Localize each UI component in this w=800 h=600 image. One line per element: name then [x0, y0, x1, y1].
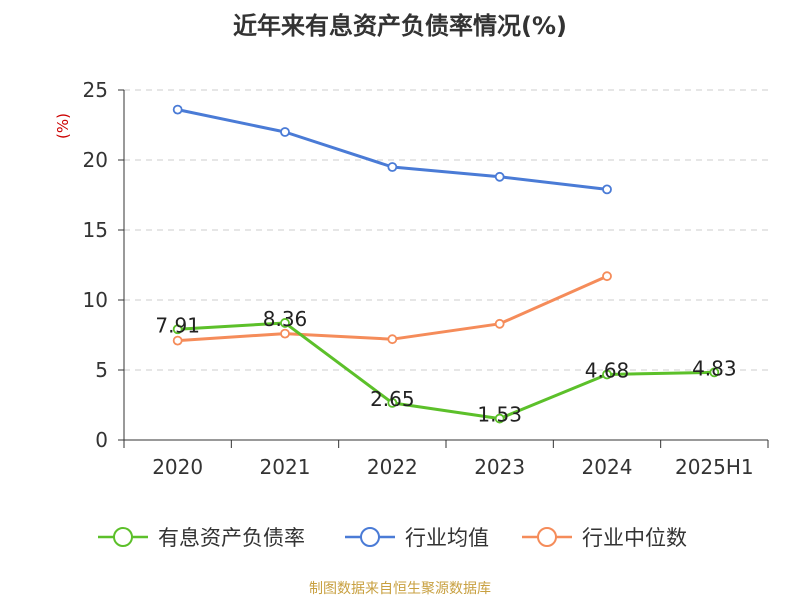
data-label: 8.36: [263, 307, 308, 331]
source-note: 制图数据来自恒生聚源数据库: [309, 581, 491, 597]
data-label: 4.68: [585, 358, 630, 382]
series-line: [177, 321, 715, 421]
y-axis-label: (%): [54, 113, 72, 139]
legend-marker: [537, 527, 557, 547]
data-point: [172, 324, 183, 335]
data-label: 7.91: [155, 313, 200, 337]
legend-label: 行业均值: [405, 526, 489, 550]
data-point: [494, 413, 505, 424]
data-point: [280, 127, 290, 137]
data-label: 1.53: [477, 403, 522, 427]
y-tick-label: 20: [83, 148, 108, 172]
data-point: [494, 171, 505, 182]
data-point: [602, 184, 612, 195]
data-point: [387, 334, 398, 345]
data-point: [172, 335, 183, 346]
x-tick-label: 2022: [367, 455, 418, 479]
data-point: [387, 397, 398, 408]
x-tick-label: 2024: [582, 455, 633, 479]
data-point: [280, 318, 290, 328]
legend-label: 行业中位数: [582, 526, 687, 550]
data-point: [709, 367, 720, 378]
y-tick-label: 5: [95, 358, 108, 382]
legend-marker: [113, 527, 133, 547]
data-label: 2.65: [370, 387, 415, 411]
x-tick-label: 2020: [152, 455, 203, 479]
legend-marker: [360, 527, 380, 547]
data-point: [280, 328, 290, 339]
legend-label: 有息资产负债率: [158, 526, 305, 550]
y-tick-label: 25: [83, 78, 108, 102]
series-line: [177, 274, 608, 343]
y-tick-label: 0: [95, 428, 108, 452]
x-tick-label: 2021: [260, 455, 311, 479]
x-tick-label: 2025H1: [675, 455, 754, 479]
chart-title: 近年来有息资产负债率情况(%): [233, 12, 567, 40]
y-tick-label: 15: [83, 218, 108, 242]
data-point: [387, 162, 398, 172]
data-point: [602, 369, 612, 380]
x-tick-label: 2023: [474, 455, 525, 479]
series-line: [177, 108, 608, 191]
data-point: [602, 271, 612, 282]
data-point: [172, 104, 183, 115]
data-label: 4.83: [692, 356, 737, 380]
y-tick-label: 10: [83, 288, 108, 312]
data-point: [494, 318, 505, 329]
